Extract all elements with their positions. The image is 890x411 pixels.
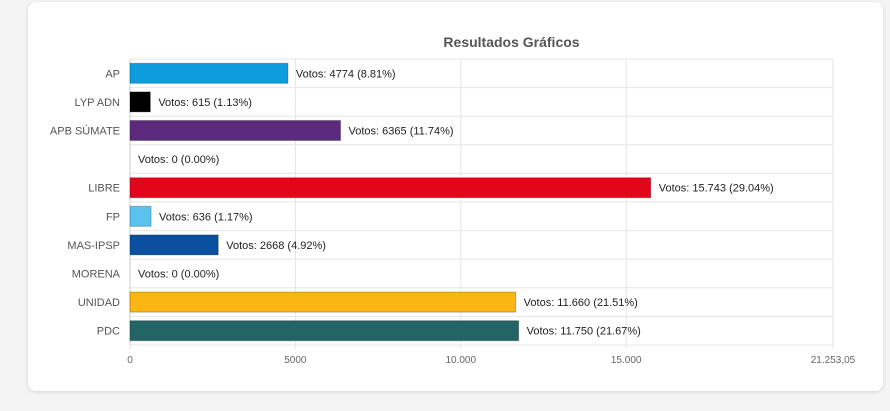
- category-label: LYP ADN: [75, 97, 121, 109]
- bar: [129, 120, 342, 141]
- data-label: Votos: 0 (0.00%): [138, 269, 219, 281]
- x-tick-label: 5000: [284, 355, 307, 366]
- chart-card: Resultados Gráficos 0 5000 10.000 15.000 21.…: [28, 2, 883, 391]
- data-label: Votos: 11.660 (21.51%): [524, 297, 638, 309]
- category-label: PDC: [97, 326, 120, 338]
- bar-chart: Resultados Gráficos 0 5000 10.000 15.000 21.…: [50, 34, 856, 366]
- data-label: Votos: 2668 (4.92%): [226, 240, 326, 252]
- category-label: APB SÚMATE: [50, 125, 120, 138]
- x-tick-label: 21.253,05: [811, 355, 856, 366]
- x-tick-label: 0: [127, 355, 133, 366]
- grid-layer: [129, 58, 834, 349]
- data-label: Votos: 4774 (8.81%): [296, 68, 396, 80]
- bar: [129, 234, 219, 256]
- category-label: FP: [106, 211, 120, 223]
- category-label: LIBRE: [88, 183, 120, 195]
- data-label: Votos: 11.750 (21.67%): [527, 326, 641, 338]
- bar: [129, 62, 289, 84]
- chart-title: Resultados Gráficos: [443, 34, 579, 50]
- data-label: Votos: 636 (1.17%): [159, 211, 253, 223]
- data-label: Votos: 15.743 (29.04%): [659, 183, 774, 195]
- bars-layer: [129, 62, 652, 342]
- data-label: Votos: 615 (1.13%): [158, 97, 252, 109]
- category-label: AP: [105, 68, 120, 80]
- bar: [129, 291, 517, 313]
- bar: [129, 205, 152, 227]
- bar: [129, 177, 652, 199]
- data-label: Votos: 0 (0.00%): [138, 154, 219, 166]
- data-label: Votos: 6365 (11.74%): [349, 126, 454, 138]
- x-tick-label: 10.000: [445, 355, 476, 366]
- bar: [129, 91, 151, 113]
- category-label: MAS-IPSP: [67, 240, 120, 252]
- category-label: MORENA: [72, 269, 121, 281]
- bar: [129, 320, 520, 342]
- labels-layer: 0 5000 10.000 15.000 21.253,05 AP Votos: 4774 …: [50, 68, 856, 366]
- x-tick-label: 15.000: [611, 355, 642, 366]
- category-label: UNIDAD: [78, 297, 120, 309]
